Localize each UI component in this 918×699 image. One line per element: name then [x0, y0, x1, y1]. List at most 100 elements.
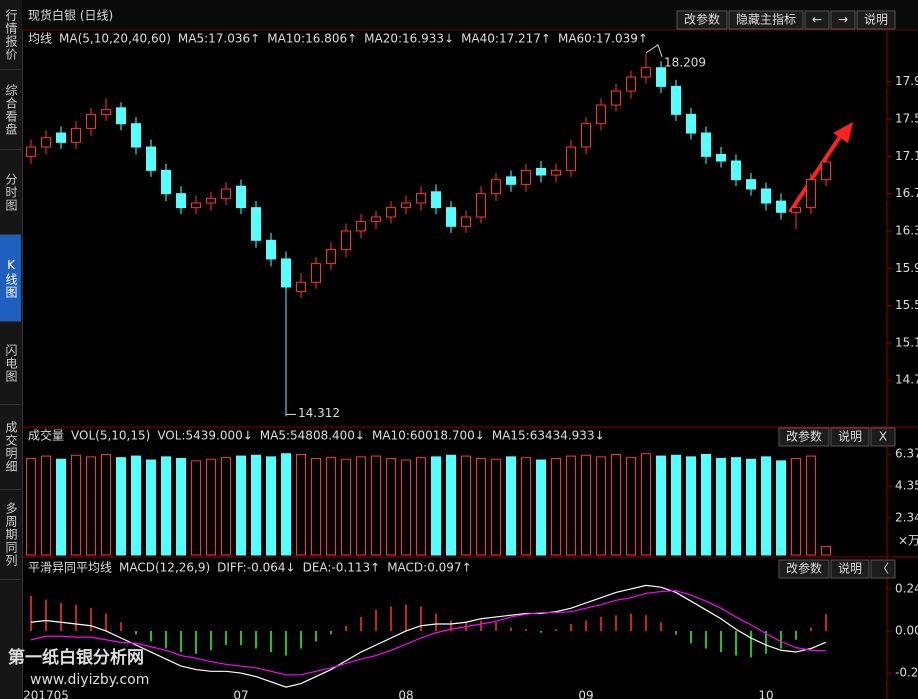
button[interactable]: [728, 10, 804, 30]
sidebar-tab[interactable]: 行情报价: [0, 0, 21, 70]
button-label[interactable]: ←: [812, 13, 822, 27]
legend-item: 成交量: [28, 428, 64, 443]
legend-item: MACD:0.097↑: [387, 561, 471, 575]
candle-body: [671, 85, 681, 115]
volume-bar: [731, 457, 741, 556]
button-label[interactable]: 改参数: [684, 12, 720, 27]
sidebar-tab[interactable]: 综合看盘: [0, 70, 21, 150]
volume-bar: [506, 456, 516, 556]
button-label[interactable]: 隐藏主指标: [736, 12, 796, 27]
candle-body: [641, 67, 651, 78]
volume-bar: [491, 458, 501, 556]
legend-item: 均线: [28, 32, 52, 46]
sidebar-tab[interactable]: 成交明细: [0, 405, 21, 490]
candle-body: [476, 193, 486, 218]
candle-body: [101, 109, 111, 115]
button[interactable]: [830, 427, 870, 447]
legend-item: MA40:17.217↑: [461, 32, 551, 46]
button-label[interactable]: 说明: [864, 12, 888, 27]
volume-bar: [56, 458, 66, 556]
volume-bar: [311, 457, 321, 556]
legend-item: MACD(12,26,9): [119, 561, 210, 575]
volume-bar: [116, 457, 126, 556]
y-tick-label: 15.9: [895, 261, 918, 275]
candle-body: [791, 207, 801, 213]
button[interactable]: [804, 10, 830, 30]
volume-bar: [371, 455, 381, 556]
legend-item: MA5:54808.400↓: [260, 429, 365, 443]
watermark: www.diyizby.com: [30, 672, 149, 688]
candle-body: [236, 185, 246, 209]
candle-body: [251, 207, 261, 241]
legend-item: MA20:16.933↓: [364, 32, 454, 46]
volume-bar: [476, 457, 486, 556]
volume-bar: [251, 454, 261, 556]
volume-bar: [101, 453, 111, 556]
button-label[interactable]: 说明: [838, 429, 862, 444]
y-tick-label: 6.37: [895, 447, 918, 461]
legend-item: MA15:63434.933↓: [492, 429, 605, 443]
volume-bar: [161, 456, 171, 556]
candle-body: [326, 249, 336, 265]
candle-body: [281, 258, 291, 288]
button[interactable]: [856, 10, 896, 30]
candle-body: [416, 193, 426, 204]
volume-bar: [581, 454, 591, 556]
legend-item: MA(5,10,20,40,60): [59, 32, 171, 46]
x-tick-label: 07: [233, 689, 248, 699]
volume-bar: [806, 455, 816, 556]
candle-body: [386, 207, 396, 218]
volume-bar: [641, 453, 651, 556]
y-tick-label: 17.9: [895, 74, 918, 88]
button-label[interactable]: 说明: [838, 561, 862, 576]
volume-bar: [701, 453, 711, 556]
volume-bar: [26, 457, 36, 556]
candle-body: [686, 113, 696, 134]
x-tick-label: 09: [578, 689, 593, 699]
volume-bar: [41, 455, 51, 556]
volume-bar: [281, 453, 291, 556]
macd-line: [30, 590, 827, 676]
button[interactable]: [830, 10, 856, 30]
button-label[interactable]: X: [879, 430, 887, 444]
volume-bar: [206, 458, 216, 556]
candle-body: [176, 193, 186, 209]
y-tick-label: 4.35: [895, 479, 918, 493]
legend-item: 平滑异同平均线: [28, 561, 112, 575]
button-label[interactable]: 〈: [877, 562, 889, 576]
candle-body: [221, 188, 231, 199]
sidebar-tab[interactable]: 闪电图: [0, 322, 21, 405]
button-label[interactable]: 改参数: [786, 429, 822, 444]
candle-body: [401, 202, 411, 209]
volume-bar: [551, 457, 561, 556]
volume-bar: [461, 455, 471, 556]
chart-title: 现货白银 (日线): [28, 8, 113, 23]
button-label[interactable]: 改参数: [786, 561, 822, 576]
button[interactable]: [870, 427, 896, 447]
sidebar-tab[interactable]: 多周期同列: [0, 490, 21, 580]
volume-bar: [191, 460, 201, 556]
candle-body: [191, 202, 201, 209]
button[interactable]: [830, 559, 870, 579]
button[interactable]: [676, 10, 728, 30]
candle-body: [296, 281, 306, 293]
volume-bar: [596, 456, 606, 556]
volume-bar: [416, 457, 426, 556]
volume-bar: [671, 454, 681, 556]
sidebar-tab[interactable]: 分时图: [0, 150, 21, 235]
y-tick-label: -0.2: [895, 666, 918, 680]
button[interactable]: [778, 427, 830, 447]
candle-body: [656, 67, 666, 87]
button[interactable]: [870, 559, 896, 579]
button[interactable]: [778, 559, 830, 579]
annotation: 14.312: [298, 406, 340, 420]
volume-bar: [566, 455, 576, 556]
volume-bar: [521, 457, 531, 556]
button-label[interactable]: →: [838, 13, 848, 27]
y-tick-label: 15.5: [895, 298, 918, 312]
candle-body: [596, 104, 606, 125]
legend-item: DIFF:-0.064↓: [217, 561, 295, 575]
sidebar-tab[interactable]: K线图: [0, 235, 21, 322]
candle-body: [746, 179, 756, 190]
